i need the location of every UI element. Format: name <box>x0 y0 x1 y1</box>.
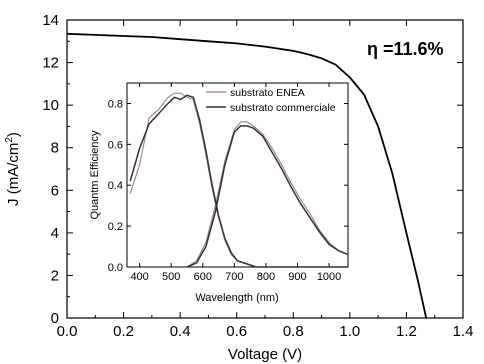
inset-x-tick-label: 600 <box>194 271 212 283</box>
main-y-tick-label: 10 <box>42 97 59 114</box>
inset-series <box>129 92 349 268</box>
main-x-tick-label: 1.4 <box>453 323 474 340</box>
inset-y-tick-label: 0.6 <box>108 139 123 151</box>
inset-x-tick-label: 1000 <box>317 271 341 283</box>
inset-x-tick-label: 800 <box>257 271 275 283</box>
main-y-axis-title-superscript: 2 <box>4 137 15 143</box>
inset-y-tick-label: 0.4 <box>108 180 123 192</box>
main-y-tick-label: 14 <box>42 12 59 29</box>
qe-curve-long <box>186 125 349 268</box>
main-y-tick-label: 6 <box>51 182 59 199</box>
inset-background <box>127 83 348 267</box>
legend-label-enea: substrato ENEA <box>230 87 305 99</box>
main-y-tick-label: 12 <box>42 55 59 72</box>
main-y-tick-label: 8 <box>51 140 59 157</box>
inset-y-tick-label: 0.8 <box>108 98 123 110</box>
main-y-tick-label: 0 <box>51 310 59 327</box>
inset-legend: substrato ENEA substrato commerciale <box>206 87 336 114</box>
main-y-axis-title: J (mA/cm2) <box>4 132 22 206</box>
legend-label-commerciale: substrato commerciale <box>230 102 336 114</box>
main-y-axis-title-close: ) <box>5 132 22 137</box>
main-x-tick-label: 1.2 <box>396 323 417 340</box>
main-x-tick-label: 0.0 <box>57 323 78 340</box>
main-y-tick-label: 4 <box>51 225 59 242</box>
main-y-axis-title-main: J (mA/cm <box>5 143 22 206</box>
inset-ticks: 400 500 600 700 800 900 1000 0.0 0.2 0.4 0.6 0.8 <box>108 83 348 283</box>
main-series <box>66 32 428 319</box>
efficiency-annotation: η =11.6% <box>367 39 444 59</box>
inset-x-tick-label: 400 <box>130 271 148 283</box>
inset-x-tick-label: 900 <box>288 271 306 283</box>
main-x-tick-label: 0.2 <box>113 323 134 340</box>
inset-y-tick-label: 0.0 <box>108 262 123 274</box>
inset-x-tick-label: 500 <box>162 271 180 283</box>
inset-plot-frame <box>126 82 349 268</box>
main-x-tick-label: 0.8 <box>283 323 304 340</box>
main-ticks: 0.0 0.2 0.4 0.6 0.8 1.0 1.2 1.4 0 2 4 6 8 10 12 14 <box>42 12 473 340</box>
main-x-tick-label: 0.6 <box>226 323 247 340</box>
inset-x-tick-label: 700 <box>225 271 243 283</box>
qe-curve-short <box>129 94 348 268</box>
main-x-axis-title: Voltage (V) <box>228 346 302 363</box>
inset-y-axis-title: Quantm Efficiency <box>89 130 101 220</box>
jv-curve <box>66 32 428 319</box>
qe-curve-long <box>186 121 349 268</box>
main-y-tick-label: 2 <box>51 267 59 284</box>
inset-y-tick-label: 0.2 <box>108 221 123 233</box>
inset-x-axis-title: Wavelength (nm) <box>195 292 278 304</box>
main-x-tick-label: 1.0 <box>339 323 360 340</box>
main-x-tick-label: 0.4 <box>170 323 191 340</box>
